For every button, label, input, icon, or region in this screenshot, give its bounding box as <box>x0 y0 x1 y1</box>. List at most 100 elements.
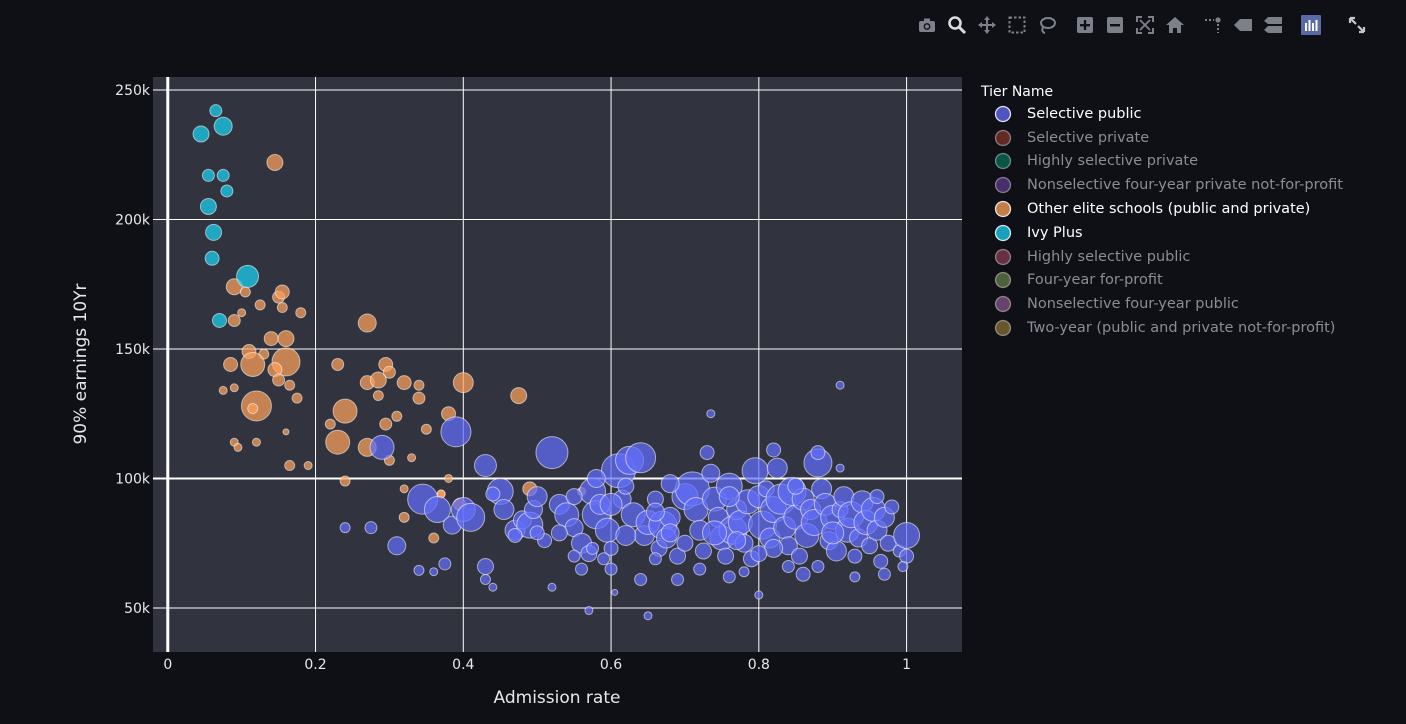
data-point[interactable] <box>575 562 589 576</box>
data-point[interactable] <box>247 403 259 415</box>
data-point[interactable] <box>201 168 215 182</box>
data-point[interactable] <box>263 331 279 347</box>
data-point[interactable] <box>369 371 387 389</box>
data-point[interactable] <box>615 524 637 546</box>
lasso-select-button[interactable] <box>1032 10 1062 40</box>
data-point[interactable] <box>204 250 220 266</box>
data-point[interactable] <box>379 417 393 431</box>
data-point[interactable] <box>233 442 243 452</box>
data-point[interactable] <box>550 524 568 542</box>
data-point[interactable] <box>766 457 788 479</box>
data-point[interactable] <box>701 463 721 483</box>
data-point[interactable] <box>694 542 712 560</box>
data-point[interactable] <box>597 552 611 566</box>
data-point[interactable] <box>507 527 523 543</box>
data-point[interactable] <box>476 558 494 576</box>
data-point[interactable] <box>205 223 223 241</box>
data-point[interactable] <box>452 372 474 394</box>
data-point[interactable] <box>398 511 410 523</box>
data-point[interactable] <box>821 521 845 545</box>
data-point[interactable] <box>332 398 358 424</box>
data-point[interactable] <box>625 442 657 474</box>
data-point[interactable] <box>211 312 227 328</box>
data-point[interactable] <box>303 461 313 471</box>
camera-button[interactable] <box>912 10 942 40</box>
data-point[interactable] <box>660 523 680 543</box>
data-point[interactable] <box>254 299 266 311</box>
data-point[interactable] <box>325 429 351 455</box>
data-point[interactable] <box>479 573 491 585</box>
data-point[interactable] <box>438 557 452 571</box>
pan-button[interactable] <box>972 10 1002 40</box>
data-point[interactable] <box>611 588 619 596</box>
legend-item[interactable]: Ivy Plus <box>981 221 1343 245</box>
fullscreen-button[interactable] <box>1342 10 1372 40</box>
data-point[interactable] <box>764 538 784 558</box>
zoom-in-button[interactable] <box>1070 10 1100 40</box>
legend-item[interactable]: Selective private <box>981 126 1343 150</box>
data-point[interactable] <box>604 562 618 576</box>
data-point[interactable] <box>706 409 716 419</box>
data-point[interactable] <box>324 418 336 430</box>
legend-item[interactable]: Two-year (public and private not-for-pro… <box>981 316 1343 340</box>
spike-lines-button[interactable] <box>1198 10 1228 40</box>
data-point[interactable] <box>617 477 635 495</box>
data-point[interactable] <box>835 380 845 390</box>
data-point[interactable] <box>567 549 581 563</box>
data-point[interactable] <box>535 436 569 470</box>
data-point[interactable] <box>229 383 239 393</box>
data-point[interactable] <box>586 468 606 488</box>
data-point[interactable] <box>274 284 290 300</box>
data-point[interactable] <box>428 532 440 544</box>
data-point[interactable] <box>676 534 694 552</box>
data-point[interactable] <box>493 499 515 521</box>
data-point[interactable] <box>364 521 378 535</box>
data-point[interactable] <box>485 486 501 502</box>
data-point[interactable] <box>835 463 845 473</box>
data-point[interactable] <box>369 434 395 460</box>
data-point[interactable] <box>277 330 295 348</box>
data-point[interactable] <box>399 484 409 494</box>
autoscale-button[interactable] <box>1130 10 1160 40</box>
box-select-button[interactable] <box>1002 10 1032 40</box>
data-point[interactable] <box>884 499 900 515</box>
data-point[interactable] <box>594 517 620 543</box>
data-point[interactable] <box>223 357 239 372</box>
data-point[interactable] <box>693 562 707 576</box>
data-point[interactable] <box>488 582 498 592</box>
data-point[interactable] <box>456 502 486 532</box>
data-point[interactable] <box>787 477 805 495</box>
data-point[interactable] <box>391 410 403 422</box>
plotly-logo-button[interactable] <box>1296 10 1326 40</box>
data-point[interactable] <box>284 460 296 472</box>
data-point[interactable] <box>529 525 545 541</box>
data-point[interactable] <box>717 547 735 565</box>
data-point[interactable] <box>387 536 407 556</box>
data-point[interactable] <box>741 457 769 485</box>
data-point[interactable] <box>603 540 619 556</box>
data-point[interactable] <box>738 566 750 578</box>
data-point[interactable] <box>699 445 715 461</box>
data-point[interactable] <box>584 606 594 616</box>
data-point[interactable] <box>239 286 251 298</box>
data-point[interactable] <box>849 571 861 583</box>
data-point[interactable] <box>382 365 396 379</box>
legend-item[interactable]: Four-year for-profit <box>981 269 1343 293</box>
data-point[interactable] <box>220 184 234 198</box>
data-point[interactable] <box>218 385 228 395</box>
data-point[interactable] <box>413 379 425 391</box>
data-point[interactable] <box>284 379 296 391</box>
data-point[interactable] <box>429 567 439 577</box>
data-point[interactable] <box>811 560 825 574</box>
data-point[interactable] <box>216 168 230 182</box>
data-point[interactable] <box>272 373 286 387</box>
data-point[interactable] <box>781 560 795 574</box>
data-point[interactable] <box>276 302 288 314</box>
data-point[interactable] <box>251 437 261 447</box>
data-point[interactable] <box>795 566 811 582</box>
data-point[interactable] <box>718 486 740 508</box>
data-point[interactable] <box>634 572 648 586</box>
legend-item[interactable]: Nonselective four-year private not-for-p… <box>981 173 1343 197</box>
data-point[interactable] <box>227 313 241 327</box>
data-point[interactable] <box>266 153 284 171</box>
